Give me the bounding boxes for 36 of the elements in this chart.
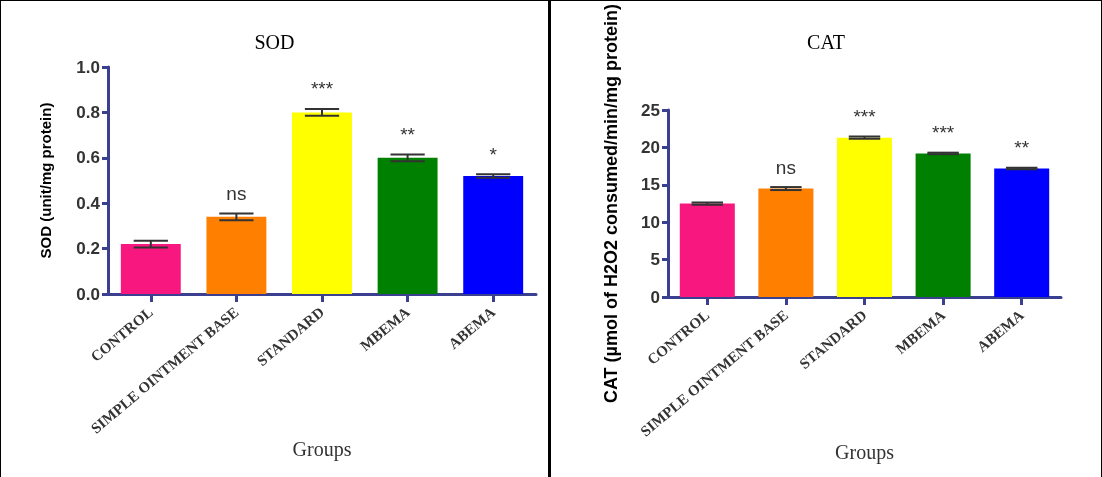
bar (836, 137, 893, 297)
y-tick-label: 25 (641, 100, 660, 120)
bar (120, 244, 181, 294)
y-tick-label: 20 (641, 137, 660, 157)
annotation: *** (932, 122, 955, 144)
y-tick-label: 5 (650, 250, 660, 270)
annotation: ns (226, 182, 247, 204)
y-tick-label: 15 (641, 175, 660, 195)
bar (679, 203, 735, 297)
bar (915, 153, 971, 297)
bar (292, 112, 352, 294)
bar (758, 188, 814, 297)
y-tick-label: 0.8 (76, 102, 100, 122)
y-tick-label: 0.4 (76, 193, 101, 213)
y-axis-title: CAT (µmol of H2O2 consumed/min/mg protein) (601, 3, 621, 404)
bar (206, 216, 267, 294)
y-tick-label: 10 (641, 212, 660, 232)
bar (994, 168, 1050, 297)
annotation: *** (853, 106, 877, 128)
bar (463, 175, 524, 294)
annotation: ** (400, 123, 416, 145)
annotation: *** (310, 78, 334, 100)
y-tick-label: 1.0 (76, 57, 100, 77)
y-tick-label: 0.6 (76, 148, 100, 168)
chart-title: SOD (254, 31, 295, 53)
annotation: ** (1014, 137, 1030, 159)
x-axis-title: Groups (292, 438, 352, 462)
annotation: ns (775, 156, 796, 178)
y-tick-label: 0.0 (76, 284, 100, 304)
bar (377, 157, 438, 294)
annotation: * (489, 143, 498, 165)
chart-title: CAT (807, 31, 845, 53)
y-tick-label: 0 (650, 287, 660, 307)
y-axis-title: SOD (unit/mg protein) (36, 102, 54, 259)
x-axis-title: Groups (835, 441, 895, 465)
y-tick-label: 0.2 (76, 239, 100, 259)
